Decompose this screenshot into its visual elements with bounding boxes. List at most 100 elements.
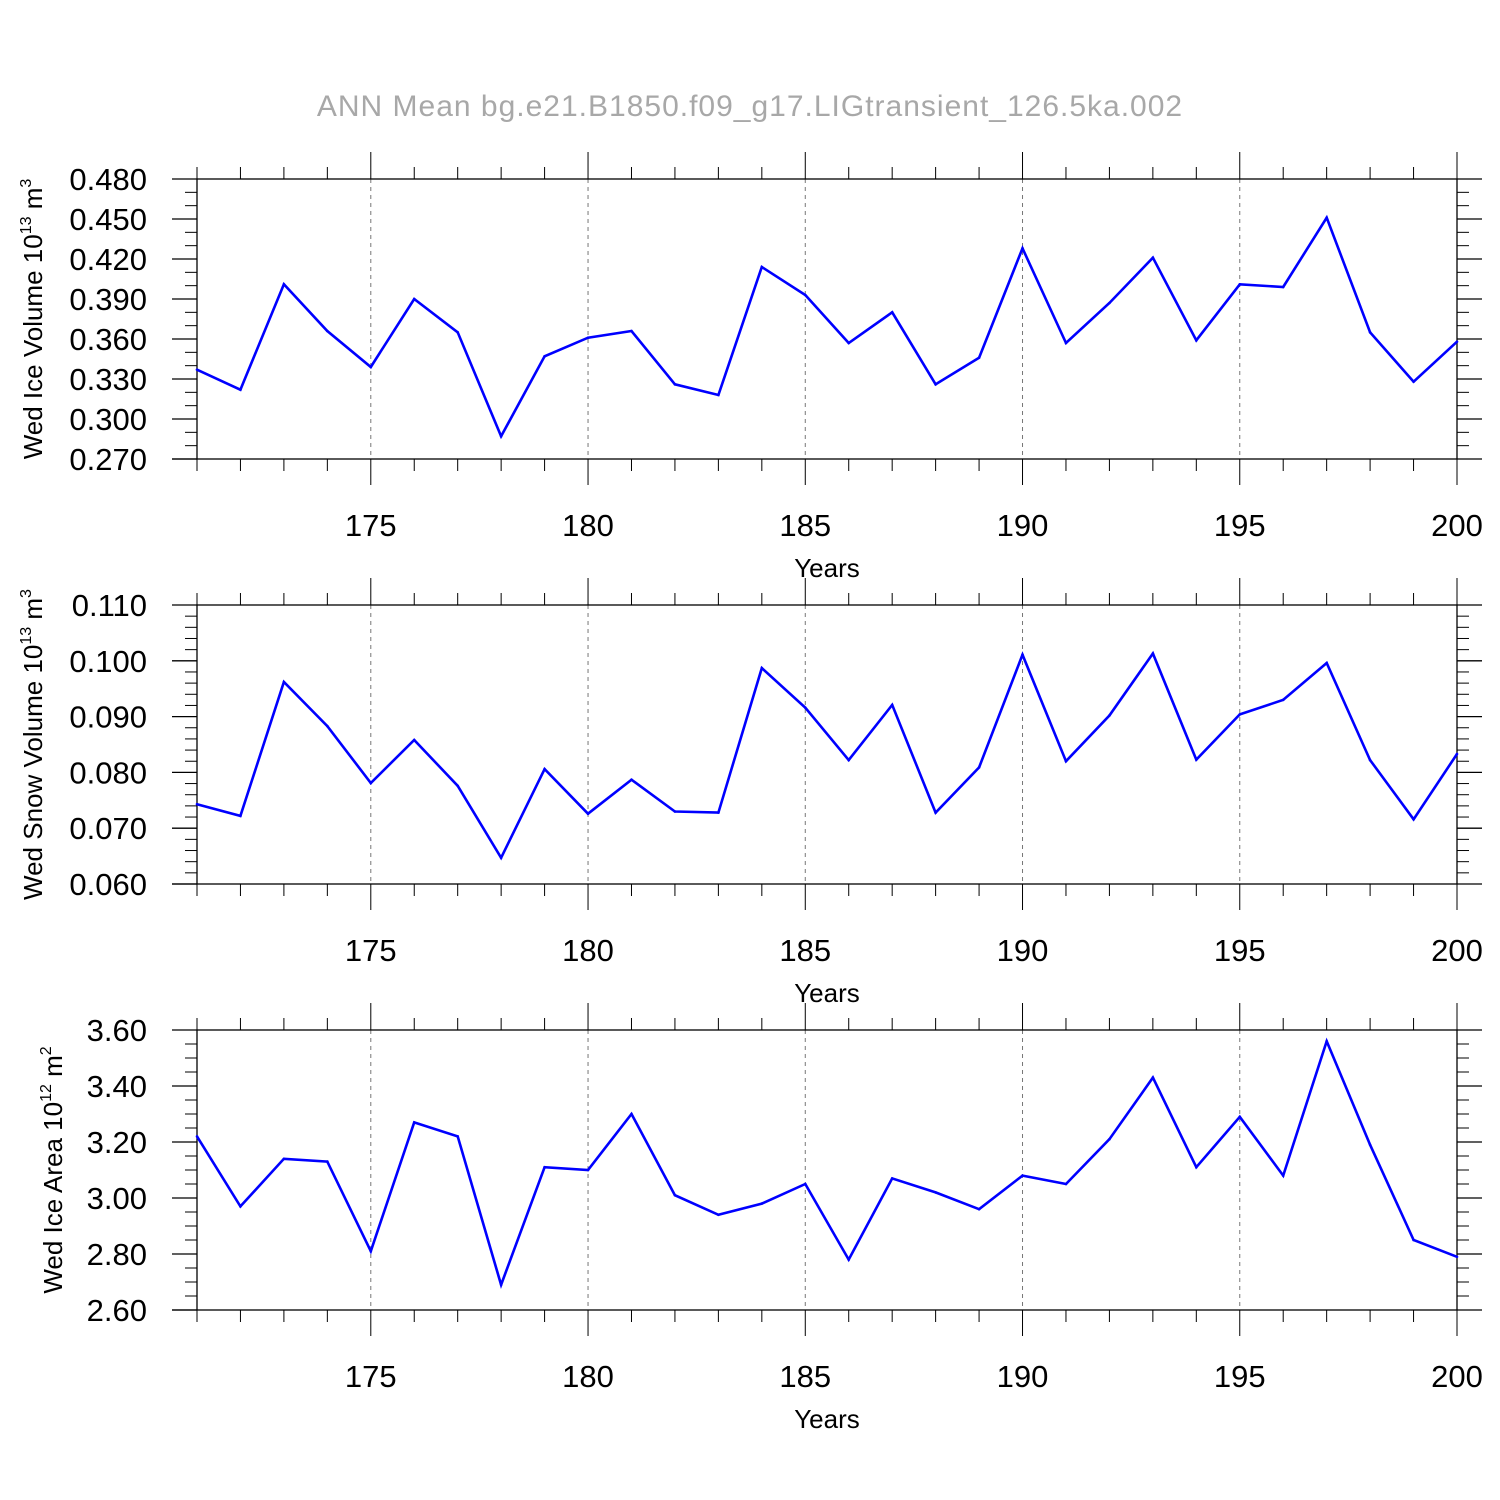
data-point — [1325, 661, 1328, 665]
data-point — [543, 1165, 546, 1169]
y-tick-label: 0.080 — [69, 755, 147, 790]
data-point — [1108, 301, 1111, 305]
data-point — [195, 802, 199, 806]
data-point — [1108, 714, 1111, 717]
series-line — [196, 650, 1459, 861]
data-point — [456, 1135, 459, 1138]
figure-title: ANN Mean bg.e21.B1850.f09_g17.LIGtransie… — [317, 90, 1183, 123]
data-point — [1412, 817, 1415, 821]
data-point — [1455, 752, 1459, 756]
data-point — [543, 355, 546, 358]
x-tick-label: 180 — [562, 933, 614, 968]
data-point — [890, 703, 894, 707]
data-point — [1281, 1174, 1285, 1177]
data-point — [195, 1135, 199, 1138]
data-point — [1064, 341, 1068, 345]
y-tick-label: 2.80 — [87, 1237, 147, 1272]
data-point — [456, 331, 459, 334]
data-point — [717, 811, 720, 814]
x-tick-label: 185 — [779, 1359, 831, 1394]
x-tick-label: 185 — [779, 933, 831, 968]
x-tick-label: 190 — [997, 1359, 1049, 1394]
y-tick-label: 0.450 — [69, 202, 147, 237]
data-point — [282, 680, 286, 684]
data-point — [977, 356, 981, 359]
x-tick-label: 190 — [997, 933, 1049, 968]
data-point — [1368, 1143, 1372, 1147]
x-tick-label: 195 — [1214, 933, 1266, 968]
data-point — [1064, 1182, 1068, 1186]
data-point — [630, 778, 633, 781]
data-point — [412, 297, 416, 301]
data-point — [934, 383, 937, 386]
y-tick-label: 3.20 — [87, 1125, 147, 1160]
y-tick-label: 0.360 — [69, 322, 147, 357]
data-point — [890, 311, 894, 314]
data-point — [760, 666, 764, 670]
ice-volume-panel: 175 180 185 190 195 200 0.270 0.300 0.330 0.360 0.… — [18, 152, 1483, 583]
data-point — [673, 383, 677, 386]
data-point — [586, 1168, 590, 1172]
data-point — [1412, 1238, 1415, 1242]
ice-area-panel: 175 180 185 190 195 200 2.60 2.80 3.00 3.20 3.40 3.… — [38, 1003, 1483, 1434]
data-point — [1325, 216, 1328, 219]
data-point — [847, 1258, 851, 1261]
y-tick-label: 0.100 — [69, 644, 147, 679]
plot-frame — [196, 604, 1458, 885]
plot-frame — [196, 178, 1458, 460]
data-point — [977, 1207, 981, 1211]
data-point — [282, 1157, 286, 1161]
y-tick-label: 2.60 — [87, 1293, 147, 1328]
x-tick-label: 200 — [1431, 933, 1483, 968]
data-point — [586, 812, 590, 815]
data-point — [673, 810, 677, 813]
x-tick-label: 200 — [1431, 1359, 1483, 1394]
y-tick-label: 3.40 — [87, 1069, 147, 1104]
x-tick-label: 175 — [345, 1359, 397, 1394]
data-point — [847, 341, 851, 345]
data-point — [673, 1193, 677, 1197]
data-point — [1281, 698, 1285, 702]
x-tick-label: 200 — [1431, 508, 1483, 543]
data-point — [1108, 1137, 1111, 1141]
data-point — [760, 1202, 764, 1205]
y-tick-label: 0.060 — [69, 867, 147, 902]
data-point — [1195, 1165, 1198, 1169]
data-point — [847, 758, 851, 762]
data-point — [1021, 1174, 1024, 1177]
data-point — [1412, 380, 1415, 383]
x-axis-label: Years — [794, 553, 860, 583]
y-tick-label: 0.090 — [69, 700, 147, 735]
plot-frame — [196, 1029, 1458, 1311]
data-point — [1238, 1115, 1242, 1119]
x-axis-label: Years — [794, 978, 860, 1008]
x-tick-label: 175 — [345, 508, 397, 543]
y-tick-label: 0.330 — [69, 362, 147, 397]
y-tick-label: 0.480 — [69, 162, 147, 197]
x-axis-label: Years — [794, 1404, 860, 1434]
data-point — [1325, 1039, 1328, 1043]
y-axis-label: Wed Ice Volume 1013 m3 — [18, 179, 48, 460]
y-axis-label: Wed Snow Volume 1013 m3 — [18, 589, 48, 900]
data-point — [934, 1191, 937, 1194]
data-point — [803, 706, 807, 709]
data-point — [369, 781, 373, 785]
y-axis-label: Wed Ice Area 1012 m2 — [38, 1046, 68, 1293]
y-tick-label: 3.00 — [87, 1181, 147, 1216]
data-point — [543, 767, 546, 771]
y-tick-label: 0.390 — [69, 282, 147, 317]
data-point — [239, 1205, 242, 1208]
x-tick-label: 185 — [779, 508, 831, 543]
data-point — [630, 1112, 633, 1116]
data-point — [1021, 247, 1024, 250]
data-point — [1455, 340, 1459, 343]
snow-volume-panel: 175 180 185 190 195 200 0.060 0.070 0.080 0.090 0.… — [18, 578, 1483, 1008]
data-point — [239, 814, 242, 818]
data-point — [586, 336, 590, 339]
data-point — [326, 329, 329, 333]
x-tick-label: 180 — [562, 1359, 614, 1394]
data-point — [1238, 283, 1242, 286]
data-point — [977, 766, 981, 769]
data-point — [1151, 256, 1155, 259]
